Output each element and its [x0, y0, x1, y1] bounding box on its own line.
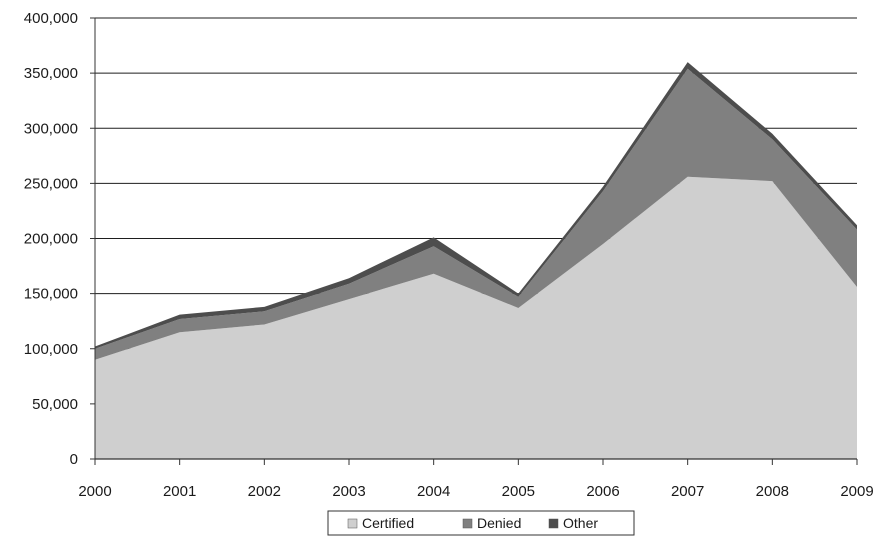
- y-tick-label: 100,000: [24, 341, 78, 358]
- x-tick-label: 2000: [78, 483, 111, 500]
- y-tick-label: 200,000: [24, 231, 78, 248]
- y-tick-label: 350,000: [24, 65, 78, 82]
- x-tick-label: 2003: [332, 483, 365, 500]
- legend-box: [327, 510, 635, 536]
- y-tick-label: 400,000: [24, 10, 78, 27]
- x-tick-label: 2002: [248, 483, 281, 500]
- axes: 0 50,000 100,000 150,000 200,000 250,000 300,0…: [24, 10, 874, 500]
- x-tick-label: 2008: [756, 483, 789, 500]
- y-tick-label: 300,000: [24, 120, 78, 137]
- legend-label-certified: Certified: [362, 515, 414, 531]
- x-tick-label: 2006: [586, 483, 619, 500]
- legend-swatch-denied: [462, 518, 473, 529]
- y-tick-label: 50,000: [32, 396, 78, 413]
- y-tick-label: 0: [70, 451, 78, 468]
- area-series-other: [95, 62, 857, 349]
- x-tick-label: 2009: [840, 483, 873, 500]
- x-tick-label: 2005: [502, 483, 535, 500]
- series-areas: [95, 62, 857, 459]
- x-tick-label: 2004: [417, 483, 450, 500]
- x-tick-label: 2007: [671, 483, 704, 500]
- x-tick-label: 2001: [163, 483, 196, 500]
- legend-swatch-other: [548, 518, 559, 529]
- y-tick-label: 150,000: [24, 286, 78, 303]
- legend: Certified Denied Other: [327, 510, 635, 536]
- legend-swatch-certified: [347, 518, 358, 529]
- y-tick-label: 250,000: [24, 175, 78, 192]
- legend-label-denied: Denied: [477, 515, 521, 531]
- legend-label-other: Other: [563, 515, 598, 531]
- area-series-certified: [95, 176, 857, 459]
- area-series-denied: [95, 68, 857, 360]
